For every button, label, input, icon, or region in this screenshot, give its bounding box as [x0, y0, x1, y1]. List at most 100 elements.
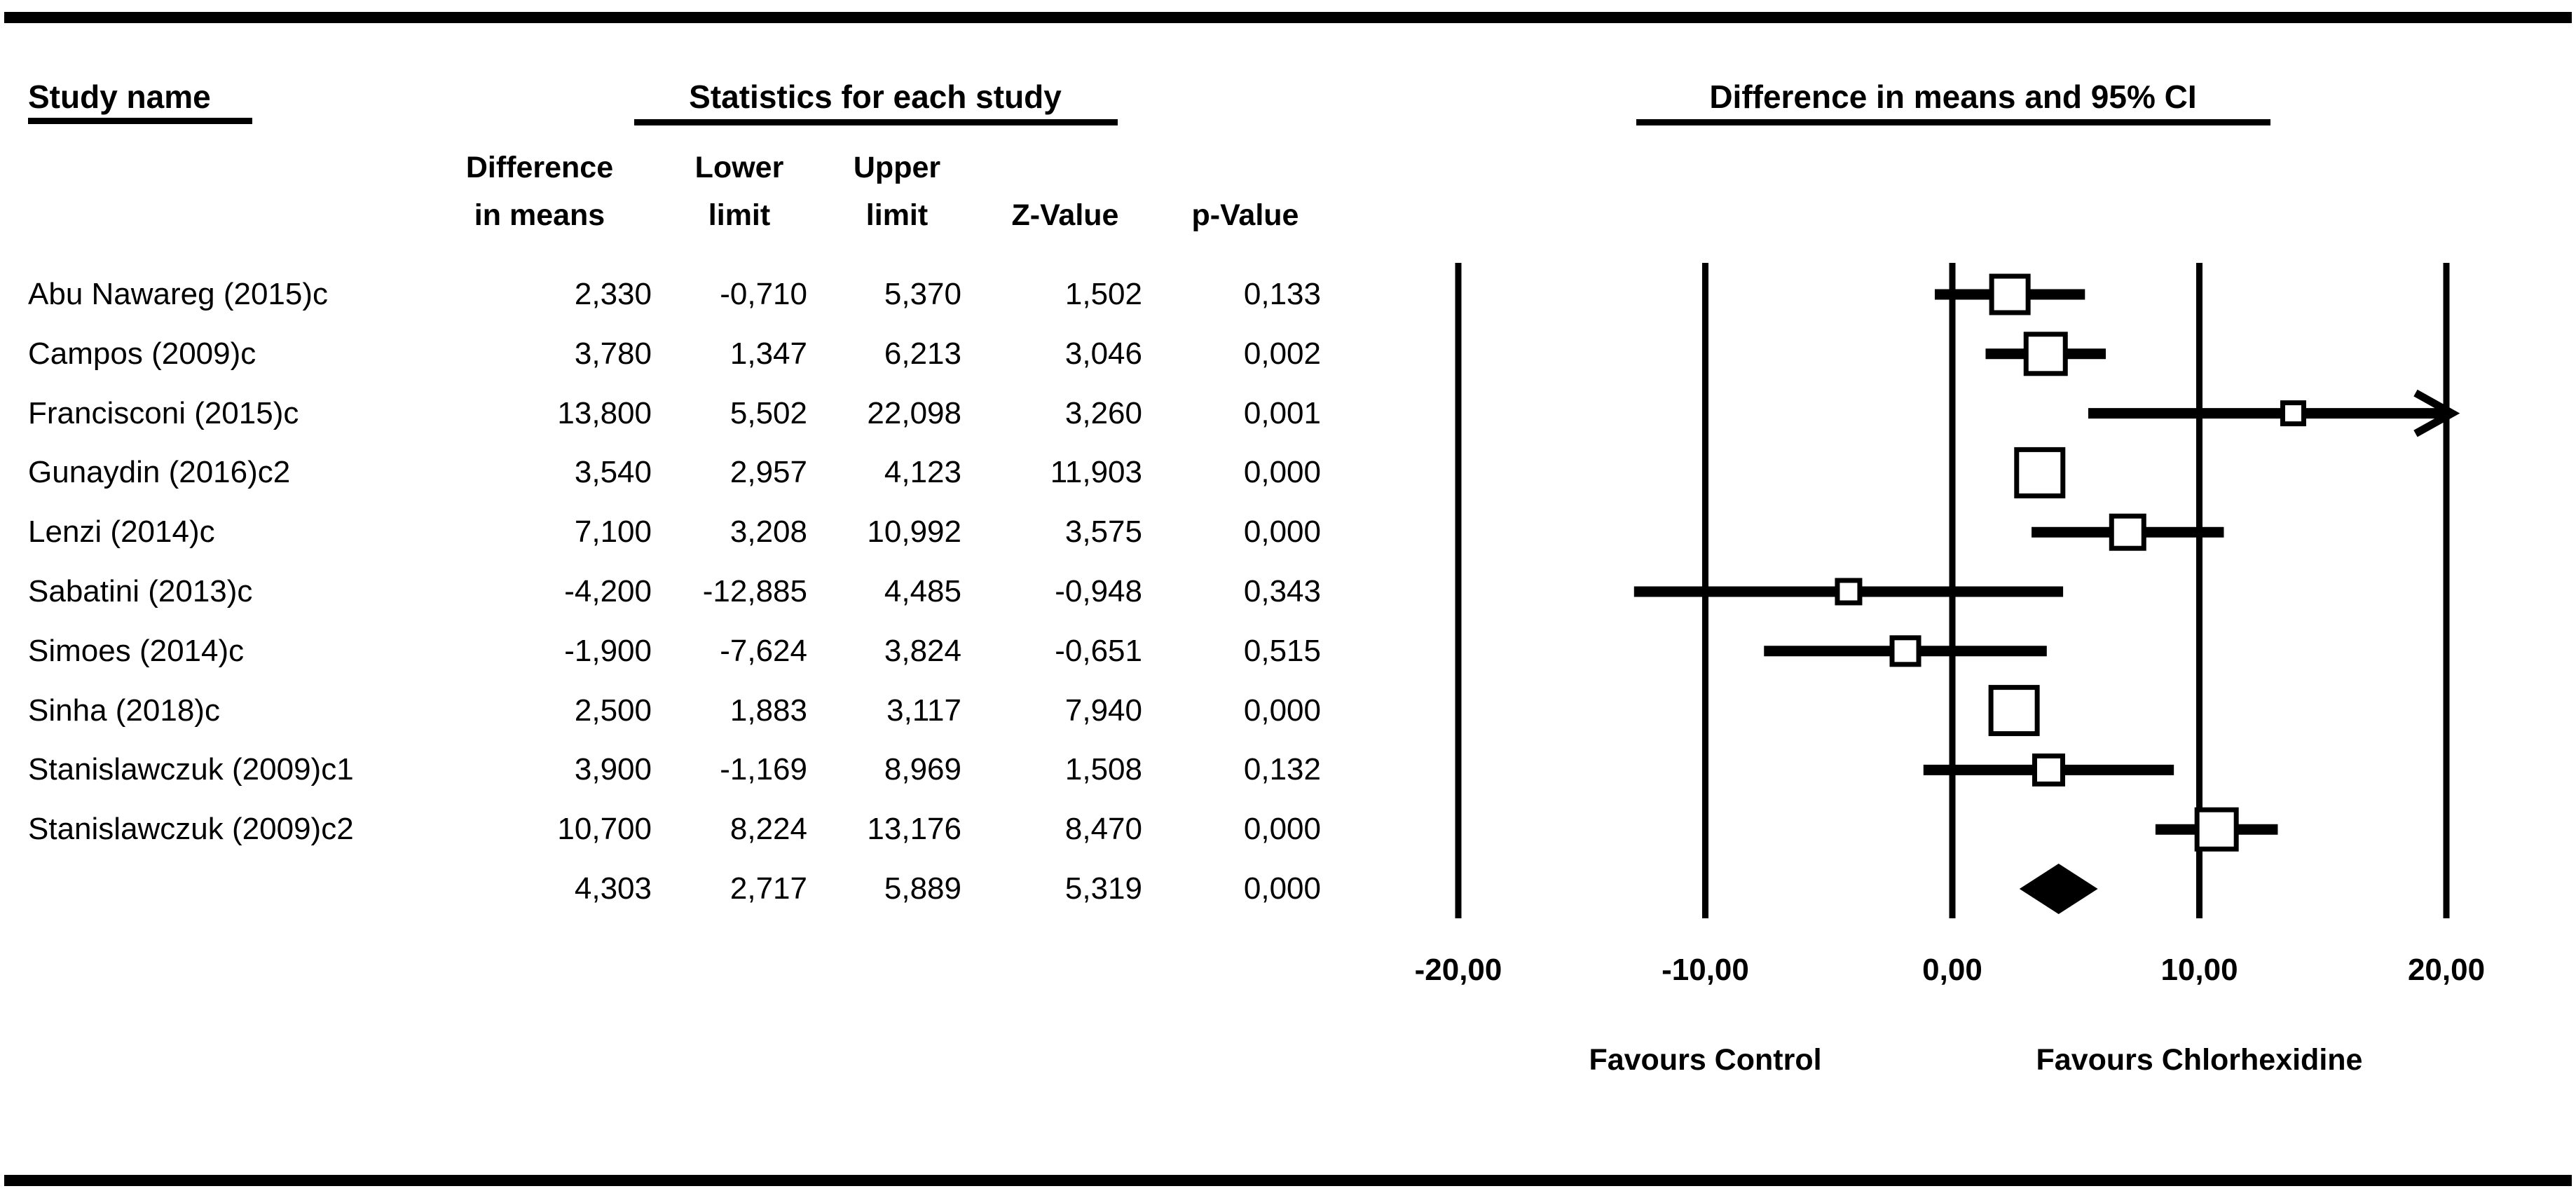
study-name: Stanislawczuk (2009)c2	[28, 812, 354, 847]
axis-tick-label: 20,00	[2408, 953, 2485, 987]
effect-square	[2023, 332, 2068, 376]
stat-value-diff: 13,800	[557, 395, 652, 430]
stat-value-upper: 13,176	[867, 812, 961, 847]
favours-right-label: Favours Chlorhexidine	[2036, 1043, 2363, 1077]
stat-value-lower: 1,883	[729, 693, 807, 728]
axis-tick-label: -20,00	[1415, 953, 1502, 987]
study-name: Campos (2009)c	[28, 336, 256, 371]
stat-value-upper: 4,123	[884, 455, 961, 490]
stat-value-z: 11,903	[1050, 455, 1142, 490]
effect-square	[1989, 273, 2031, 315]
axis-tick-label: 10,00	[2160, 953, 2238, 987]
study-name: Lenzi (2014)c	[28, 515, 215, 550]
study-name: Simoes (2014)c	[28, 633, 245, 668]
study-name: Stanislawczuk (2009)c1	[28, 752, 354, 787]
stat-value-lower: 5,502	[729, 395, 807, 430]
effect-square	[2032, 753, 2065, 787]
axis-tick-label: 0,00	[1922, 953, 1982, 987]
stat-value-upper: 10,992	[867, 515, 961, 550]
stat-value-diff: -4,200	[564, 574, 652, 608]
stat-value-p: 0,000	[1243, 693, 1321, 728]
stats-underline	[634, 119, 1118, 125]
summary-diamond	[2019, 864, 2098, 914]
plot-underline	[1636, 119, 2270, 125]
stat-value-lower: -7,624	[720, 633, 807, 668]
stat-value-upper: 4,485	[884, 574, 961, 608]
stat-value-diff: -1,900	[564, 633, 652, 668]
stat-value-z: 8,470	[1064, 812, 1142, 847]
effect-square	[1835, 578, 1863, 606]
stat-value-z: 3,046	[1064, 336, 1142, 371]
study-name: Abu Nawareg (2015)c	[28, 277, 329, 311]
study-name: Sabatini (2013)c	[28, 574, 253, 608]
stat-value-lower: 3,208	[729, 515, 807, 550]
stat-value-diff: 2,500	[574, 693, 652, 728]
col-header-lower-line2: limit	[708, 198, 771, 232]
stat-value-upper: 22,098	[867, 395, 961, 430]
stat-value-diff: 4,303	[574, 871, 652, 906]
study-name: Francisconi (2015)c	[28, 395, 299, 430]
effect-square	[2109, 513, 2146, 551]
study-name-header: Study name	[28, 79, 211, 115]
stat-value-p: 0,132	[1243, 752, 1321, 787]
col-header-diff-line1: Difference	[465, 151, 614, 184]
stat-value-lower: -0,710	[720, 277, 807, 311]
effect-square	[2014, 447, 2066, 498]
stat-value-z: -0,948	[1055, 574, 1142, 608]
stat-value-z: -0,651	[1055, 633, 1142, 668]
stat-value-z: 3,575	[1064, 515, 1142, 550]
stat-value-z: 3,260	[1064, 395, 1142, 430]
stat-value-lower: -1,169	[720, 752, 807, 787]
effect-square	[2280, 400, 2306, 427]
stat-value-upper: 3,824	[884, 633, 961, 668]
plot-header: Difference in means and 95% CI	[1709, 79, 2197, 115]
stat-value-p: 0,001	[1243, 395, 1321, 430]
stat-value-upper: 5,370	[884, 277, 961, 311]
stat-value-z: 1,502	[1064, 277, 1142, 311]
stat-value-lower: -12,885	[702, 574, 807, 608]
stat-value-diff: 3,540	[574, 455, 652, 490]
col-header-p-value: p-Value	[1191, 198, 1299, 232]
ci-arrow-right	[2413, 389, 2460, 437]
study-name: Sinha (2018)c	[28, 693, 220, 728]
favours-left-label: Favours Control	[1589, 1043, 1821, 1077]
study-name-underline	[28, 118, 252, 124]
stat-value-z: 1,508	[1064, 752, 1142, 787]
stat-value-lower: 2,957	[729, 455, 807, 490]
stat-value-diff: 7,100	[574, 515, 652, 550]
stat-value-upper: 3,117	[886, 693, 961, 728]
stat-value-p: 0,133	[1243, 277, 1321, 311]
stat-value-z: 7,940	[1064, 693, 1142, 728]
stat-value-p: 0,000	[1243, 515, 1321, 550]
effect-square	[2194, 807, 2239, 852]
stat-value-p: 0,515	[1243, 633, 1321, 668]
col-header-upper-line1: Upper	[853, 151, 941, 184]
stat-value-p: 0,000	[1243, 812, 1321, 847]
stat-value-lower: 2,717	[729, 871, 807, 906]
stat-value-diff: 3,780	[574, 336, 652, 371]
stat-value-z: 5,319	[1064, 871, 1142, 906]
stat-value-diff: 10,700	[557, 812, 652, 847]
stat-value-lower: 8,224	[729, 812, 807, 847]
col-header-lower-line1: Lower	[694, 151, 784, 184]
stat-value-p: 0,002	[1243, 336, 1321, 371]
top-rule	[4, 12, 2572, 23]
stat-value-p: 0,000	[1243, 455, 1321, 490]
stat-value-upper: 5,889	[884, 871, 961, 906]
bottom-rule	[4, 1175, 2572, 1186]
stat-value-lower: 1,347	[729, 336, 807, 371]
stat-value-p: 0,000	[1243, 871, 1321, 906]
col-header-diff-line2: in means	[474, 198, 605, 232]
effect-square	[1889, 635, 1921, 667]
axis-tick-label: -10,00	[1662, 953, 1749, 987]
stat-value-upper: 6,213	[884, 336, 961, 371]
stat-value-upper: 8,969	[884, 752, 961, 787]
study-name: Gunaydin (2016)c2	[28, 455, 291, 490]
stats-header: Statistics for each study	[689, 79, 1062, 115]
stat-value-diff: 2,330	[574, 277, 652, 311]
col-header-z-value: Z-Value	[1011, 198, 1119, 232]
stat-value-diff: 3,900	[574, 752, 652, 787]
